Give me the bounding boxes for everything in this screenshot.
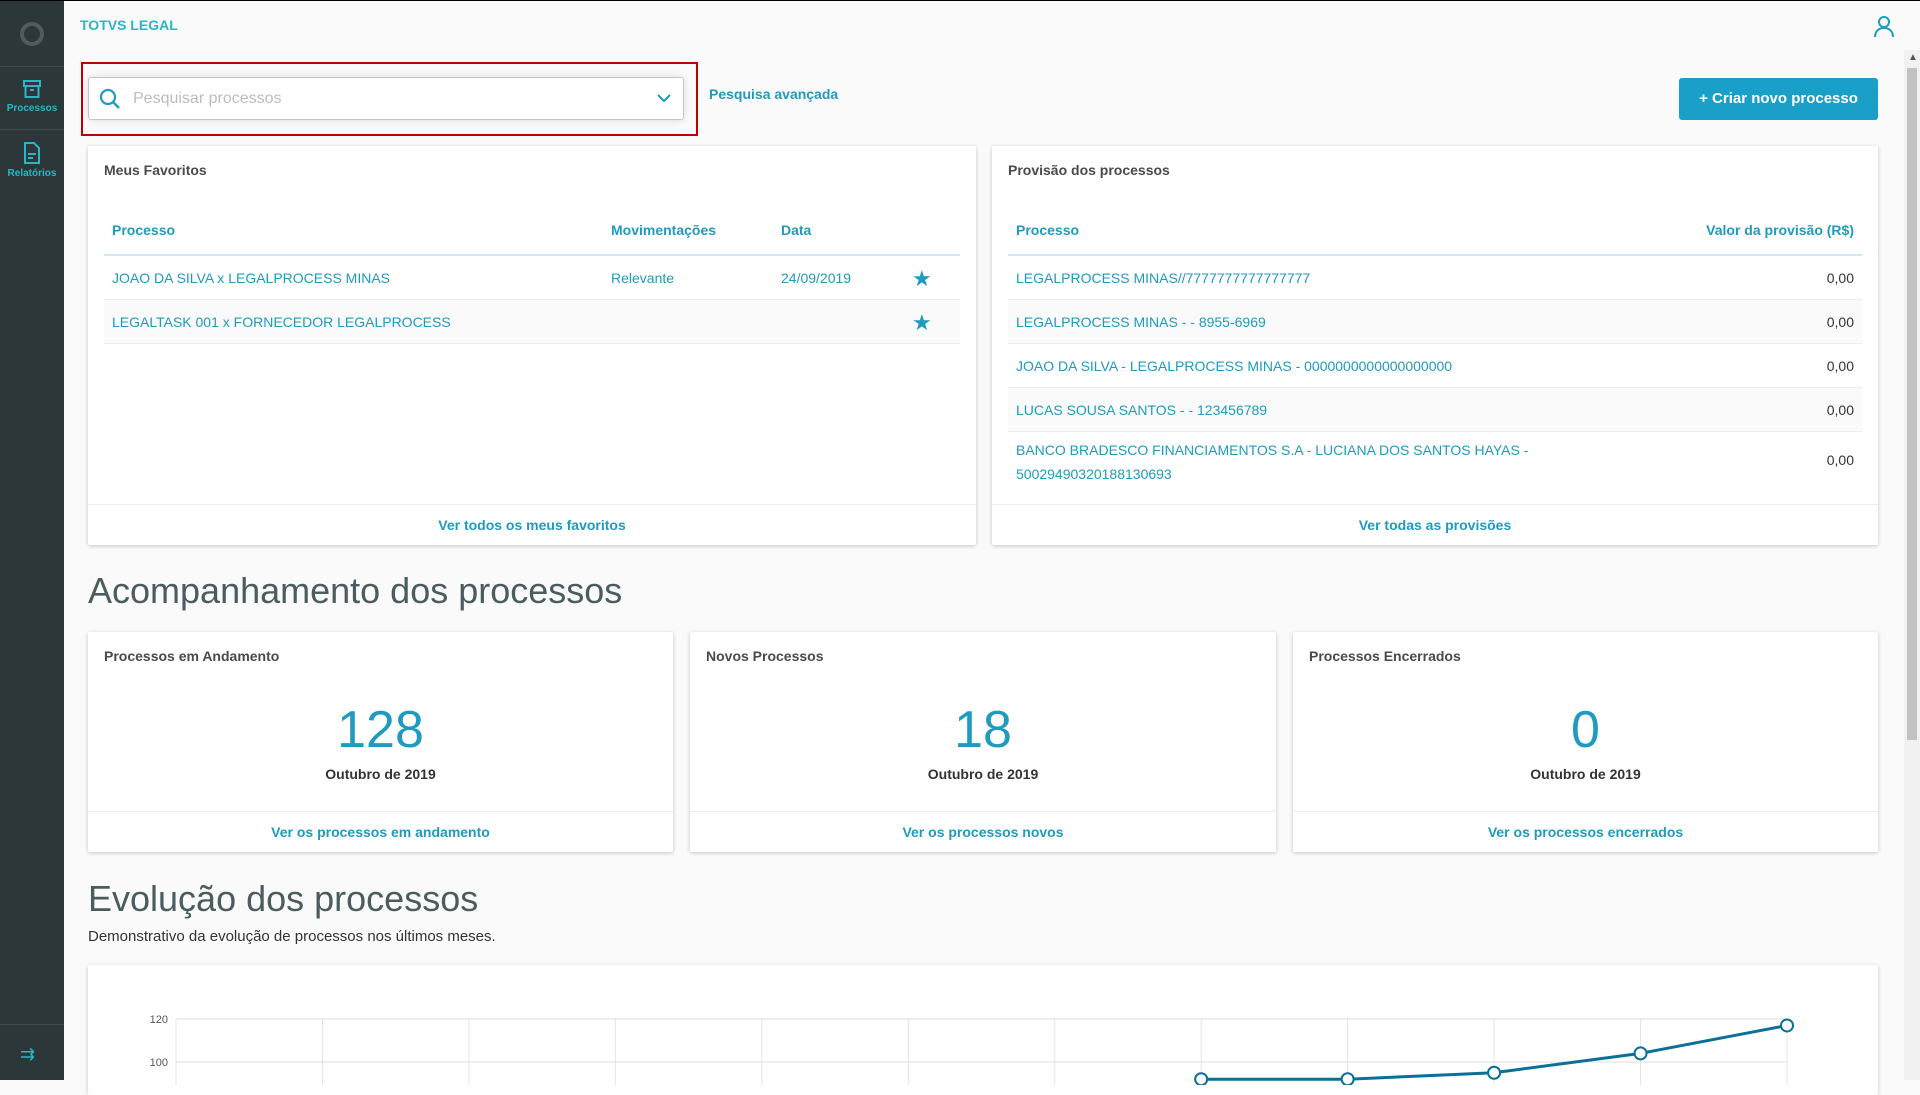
sidebar-item-processos[interactable]: Processos [0,67,64,129]
window-top-border [0,0,1920,1]
column-header: Data [781,222,812,238]
expand-menu-icon[interactable]: ⇉ [20,1044,36,1064]
process-link[interactable]: LEGALPROCESS MINAS - - 8955-6969 [1016,314,1266,330]
chevron-down-icon[interactable] [657,93,671,103]
data-point [1633,1046,1648,1061]
stat-value: 128 [337,701,424,759]
table-row[interactable]: BANCO BRADESCO FINANCIAMENTOS S.A - LUCI… [1008,432,1862,490]
y-tick-label: 100 [150,1057,168,1069]
stat-period: Outubro de 2019 [1530,766,1641,782]
movement-cell: Relevante [611,270,675,286]
sidebar-divider [0,1024,64,1025]
provision-value: 0,00 [1826,358,1854,374]
star-icon[interactable]: ★ [912,266,932,291]
table-row[interactable]: LEGALPROCESS MINAS//7777777777777777 0,00 [1008,256,1862,300]
data-point [1194,1072,1209,1087]
provision-value: 0,00 [1826,270,1854,286]
sidebar-item-label: Processos [6,103,58,114]
process-link[interactable]: LEGALPROCESS MINAS//7777777777777777 [1016,270,1311,286]
provision-value: 0,00 [1826,314,1854,330]
column-header: Movimentações [611,222,717,238]
column-header: Valor da provisão (R$) [1706,222,1854,238]
section-heading: Evolução dos processos [88,878,479,919]
card-title: Processos Encerrados [1309,648,1461,664]
sidebar: Processos Relatórios ⇉ [0,1,64,1080]
provision-value: 0,00 [1826,402,1854,418]
create-process-button[interactable]: + Criar novo processo [1679,78,1878,120]
sidebar-item-label: Relatórios [7,168,57,179]
data-point [1487,1065,1502,1080]
stat-card-in-progress: Processos em Andamento 128 Outubro de 20… [88,632,673,852]
header-divider [1008,254,1862,256]
scrollbar-thumb[interactable] [1907,68,1917,740]
evolution-chart-card: 120 100 [88,965,1878,1095]
table-row[interactable]: LEGALTASK 001 x FORNECEDOR LEGALPROCESS … [104,300,960,344]
stat-value: 18 [954,701,1012,759]
date-cell: 24/09/2019 [781,270,852,286]
stat-period: Outubro de 2019 [325,766,436,782]
sidebar-divider [0,129,64,130]
stat-card-new: Novos Processos 18 Outubro de 2019 Ver o… [690,632,1276,852]
view-in-progress-link[interactable]: Ver os processos em andamento [88,811,673,852]
view-all-favorites-link[interactable]: Ver todos os meus favoritos [88,504,976,545]
card-title: Meus Favoritos [104,162,207,178]
process-link[interactable]: BANCO BRADESCO FINANCIAMENTOS S.A - LUCI… [1016,442,1529,482]
view-new-link[interactable]: Ver os processos novos [690,811,1276,852]
data-point [1340,1072,1355,1087]
process-link[interactable]: JOAO DA SILVA - LEGALPROCESS MINAS - 000… [1016,358,1453,374]
sidebar-divider [0,66,64,67]
stat-card-closed: Processos Encerrados 0 Outubro de 2019 V… [1293,632,1878,852]
column-header: Processo [112,222,176,238]
advanced-search-link[interactable]: Pesquisa avançada [709,86,839,102]
view-all-provisions-link[interactable]: Ver todas as provisões [992,504,1878,545]
provision-value: 0,00 [1826,452,1854,468]
header-divider [104,254,960,256]
y-tick-label: 120 [150,1014,168,1026]
provisions-card: Provisão dos processos Processo Valor da… [992,146,1878,545]
table-row[interactable]: LEGALPROCESS MINAS - - 8955-6969 0,00 [1008,300,1862,344]
search-icon [99,88,120,109]
app-title: TOTVS LEGAL [80,17,178,33]
process-link[interactable]: LUCAS SOUSA SANTOS - - 123456789 [1016,402,1268,418]
table-row[interactable]: JOAO DA SILVA - LEGALPROCESS MINAS - 000… [1008,344,1862,388]
evolution-line-chart: 120 100 [150,1014,1794,1095]
scrollbar[interactable]: ▲ [1904,50,1920,1080]
highlight-box [81,62,698,136]
section-heading: Acompanhamento dos processos [88,570,623,611]
stat-value: 0 [1571,701,1600,759]
user-icon[interactable] [1872,14,1896,38]
archive-icon [23,80,41,98]
table-row[interactable]: LUCAS SOUSA SANTOS - - 123456789 0,00 [1008,388,1862,432]
view-closed-link[interactable]: Ver os processos encerrados [1293,811,1878,852]
sidebar-item-relatorios[interactable]: Relatórios [0,130,64,192]
column-header: Processo [1016,222,1080,238]
section-subtitle: Demonstrativo da evolução de processos n… [88,928,496,945]
process-link[interactable]: LEGALTASK 001 x FORNECEDOR LEGALPROCESS [112,314,451,330]
data-point [1780,1018,1794,1033]
card-title: Novos Processos [706,648,824,664]
search-input[interactable] [133,87,633,111]
table-row[interactable]: JOAO DA SILVA x LEGALPROCESS MINAS Relev… [104,256,960,300]
card-title: Processos em Andamento [104,648,280,664]
totvs-logo-icon [20,22,44,46]
stat-period: Outubro de 2019 [927,766,1039,782]
star-icon[interactable]: ★ [912,310,932,335]
favorites-card: Meus Favoritos Processo Movimentações Da… [88,146,976,545]
process-link[interactable]: JOAO DA SILVA x LEGALPROCESS MINAS [112,270,391,286]
scroll-up-icon[interactable]: ▲ [1908,52,1918,63]
document-icon [24,142,40,164]
card-title: Provisão dos processos [1008,162,1170,178]
search-combobox[interactable] [88,77,684,120]
